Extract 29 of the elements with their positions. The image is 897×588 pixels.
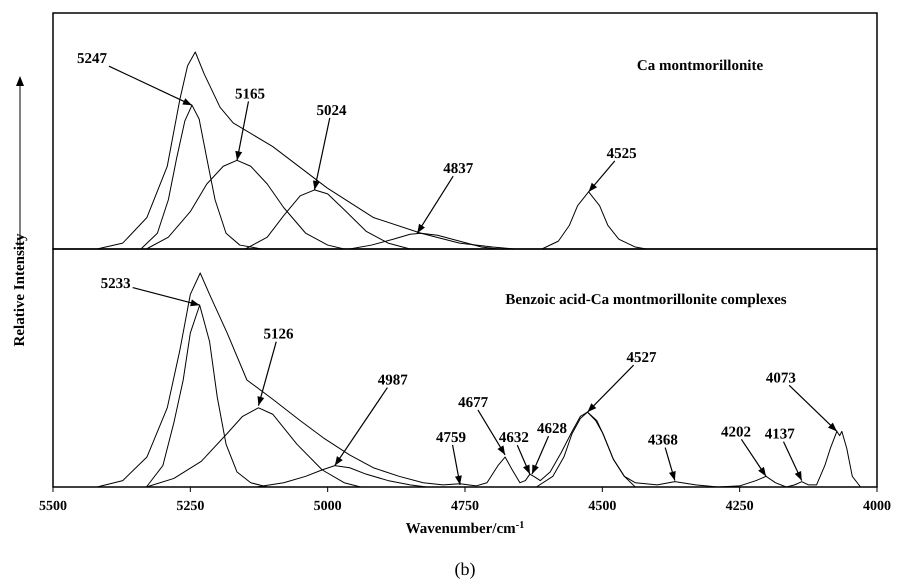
annotation: 4837 [443,161,474,178]
annotation: 5247 [76,51,108,68]
annotation: 4137 [764,426,796,443]
x-tick-label: 4500 [588,499,616,514]
text: Benzoic acid-Ca montmorillonite complexes [505,292,787,308]
annotation: 5165 [235,86,266,102]
annotation: 5024 [316,102,347,119]
text: (b) [454,559,476,579]
annotation: 4759 [436,430,466,446]
annotation: 4368 [648,432,678,449]
x-tick-label: 4750 [451,499,479,514]
annotation: 4987 [378,372,408,389]
annotation: 4073 [766,370,796,386]
annotation: 4202 [721,424,752,440]
annotation: 4525 [606,146,637,162]
annotation: 5233 [100,276,131,292]
annotation: 4632 [498,430,529,446]
chart-title: Ca montmorillonite [636,58,764,74]
x-tick-label: 5000 [314,499,342,514]
x-tick-label: 5500 [39,499,67,514]
x-tick-label: 4250 [726,499,754,514]
x-axis-title: Wavenumber/cm$^{-1}$ [406,520,524,537]
x-tick-label: 4000 [863,499,891,514]
annotation: 4628 [537,421,568,438]
y-axis-title: Relative Intensity [12,233,28,346]
annotation: 4527 [626,350,657,366]
x-tick-label: 5250 [176,499,204,514]
annotation: 4677 [458,394,489,411]
annotation: 5126 [263,326,294,343]
